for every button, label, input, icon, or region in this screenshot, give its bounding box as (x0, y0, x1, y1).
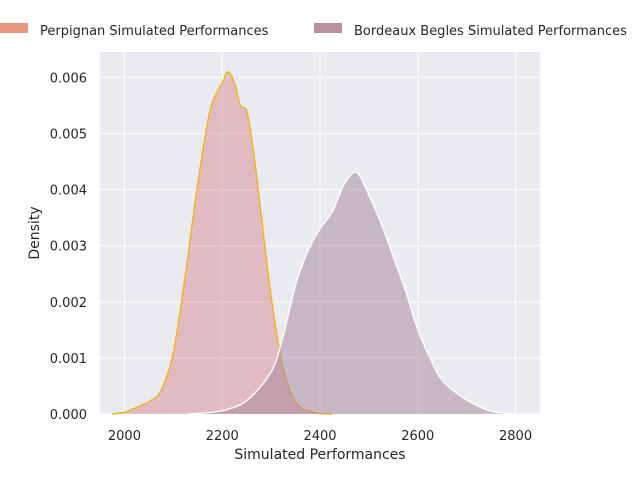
y-axis-label: Density (27, 206, 43, 259)
y-tick-label: 0.005 (50, 127, 87, 142)
legend-swatch-perpignan (0, 23, 28, 33)
y-tick-label: 0.006 (50, 71, 87, 86)
density-area-perpignan (112, 71, 333, 415)
legend-swatch-bordeaux-begles (314, 23, 342, 33)
legend-label-perpignan: Perpignan Simulated Performances (40, 24, 269, 39)
x-tick-label: 2000 (108, 429, 141, 444)
y-tick-label: 0.004 (50, 184, 87, 199)
density-line-bordeaux-begles (187, 171, 516, 415)
legend-label-bordeaux-begles: Bordeaux Begles Simulated Performances (354, 24, 627, 39)
x-tick-label: 2800 (499, 429, 532, 444)
density-area-bordeaux-begles (188, 172, 516, 414)
x-tick-labels: 2000 2200 2400 2600 2800 (108, 429, 532, 444)
y-tick-label: 0.000 (50, 408, 87, 423)
x-tick-label: 2200 (206, 429, 239, 444)
y-tick-labels: 0.000 0.001 0.002 0.003 0.004 0.005 0.006 (50, 71, 87, 423)
y-tick-label: 0.001 (50, 352, 87, 367)
x-axis-label: Simulated Performances (234, 447, 405, 463)
x-tick-label: 2600 (401, 429, 434, 444)
legend: Perpignan Simulated Performances Bordeau… (0, 23, 627, 39)
y-tick-label: 0.003 (50, 240, 87, 255)
density-areas (112, 70, 516, 415)
x-tick-label: 2400 (303, 429, 336, 444)
y-tick-label: 0.002 (50, 296, 87, 311)
